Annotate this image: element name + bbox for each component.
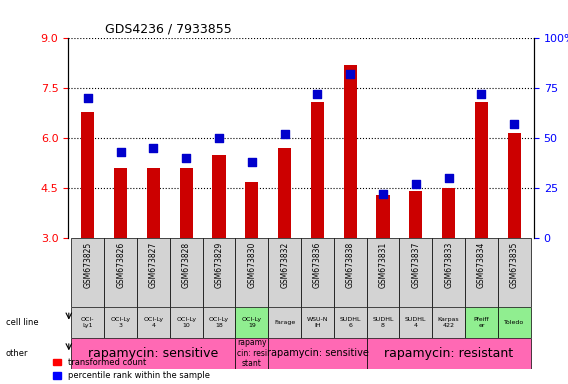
Bar [245, 182, 258, 238]
FancyBboxPatch shape [170, 307, 203, 338]
Bar [311, 102, 324, 238]
Text: GSM673838: GSM673838 [346, 242, 355, 288]
FancyBboxPatch shape [268, 307, 301, 338]
Text: GSM673826: GSM673826 [116, 242, 125, 288]
FancyBboxPatch shape [432, 238, 465, 307]
FancyBboxPatch shape [301, 238, 334, 307]
Bar [410, 192, 423, 238]
FancyBboxPatch shape [366, 307, 399, 338]
Text: GSM673834: GSM673834 [477, 242, 486, 288]
FancyBboxPatch shape [334, 307, 366, 338]
Text: GSM673830: GSM673830 [247, 242, 256, 288]
Point [477, 91, 486, 98]
FancyBboxPatch shape [366, 338, 531, 369]
Text: GSM673825: GSM673825 [83, 242, 93, 288]
Bar [179, 168, 193, 238]
Bar [442, 188, 455, 238]
FancyBboxPatch shape [72, 338, 236, 369]
FancyBboxPatch shape [137, 238, 170, 307]
Bar [212, 155, 225, 238]
Text: OCI-Ly
19: OCI-Ly 19 [242, 317, 262, 328]
FancyBboxPatch shape [203, 307, 236, 338]
Text: GSM673829: GSM673829 [215, 242, 224, 288]
Text: OCI-Ly
10: OCI-Ly 10 [176, 317, 197, 328]
Text: OCI-Ly
3: OCI-Ly 3 [111, 317, 131, 328]
Text: cell line: cell line [6, 318, 38, 327]
FancyBboxPatch shape [399, 238, 432, 307]
Bar [278, 148, 291, 238]
Text: GSM673837: GSM673837 [411, 242, 420, 288]
Point [83, 95, 93, 101]
FancyBboxPatch shape [301, 307, 334, 338]
FancyBboxPatch shape [334, 238, 366, 307]
Point [247, 159, 256, 165]
FancyBboxPatch shape [137, 307, 170, 338]
FancyBboxPatch shape [72, 307, 105, 338]
Bar [81, 112, 94, 238]
FancyBboxPatch shape [170, 238, 203, 307]
Text: Toledo: Toledo [504, 320, 524, 325]
Bar [147, 168, 160, 238]
FancyBboxPatch shape [268, 338, 366, 369]
Bar [344, 65, 357, 238]
Text: WSU-N
IH: WSU-N IH [307, 317, 328, 328]
FancyBboxPatch shape [236, 307, 268, 338]
FancyBboxPatch shape [105, 307, 137, 338]
Bar [508, 133, 521, 238]
FancyBboxPatch shape [498, 238, 531, 307]
Point [346, 71, 355, 78]
FancyBboxPatch shape [366, 238, 399, 307]
Text: GSM673827: GSM673827 [149, 242, 158, 288]
Text: GSM673836: GSM673836 [313, 242, 322, 288]
FancyBboxPatch shape [105, 238, 137, 307]
Legend: transformed count, percentile rank within the sample: transformed count, percentile rank withi… [49, 355, 213, 384]
FancyBboxPatch shape [236, 238, 268, 307]
Point [509, 121, 519, 127]
Text: rapamycin: sensitive: rapamycin: sensitive [266, 348, 369, 358]
Text: SUDHL
6: SUDHL 6 [340, 317, 361, 328]
FancyBboxPatch shape [268, 238, 301, 307]
Text: SUDHL
4: SUDHL 4 [405, 317, 427, 328]
Text: rapamycin: sensitive: rapamycin: sensitive [88, 347, 219, 360]
Point [116, 149, 125, 155]
Point [280, 131, 289, 137]
Point [215, 135, 224, 141]
Point [444, 175, 453, 181]
Text: Karpas
422: Karpas 422 [438, 317, 460, 328]
Text: rapamycin: resistant: rapamycin: resistant [384, 347, 513, 360]
Text: SUDHL
8: SUDHL 8 [372, 317, 394, 328]
Text: Farage: Farage [274, 320, 295, 325]
Point [378, 191, 387, 197]
Text: OCI-Ly
4: OCI-Ly 4 [143, 317, 164, 328]
Text: GSM673828: GSM673828 [182, 242, 191, 288]
FancyBboxPatch shape [399, 307, 432, 338]
Point [149, 145, 158, 151]
FancyBboxPatch shape [432, 307, 465, 338]
Text: OCI-
Ly1: OCI- Ly1 [81, 317, 95, 328]
FancyBboxPatch shape [465, 307, 498, 338]
Text: GSM673835: GSM673835 [509, 242, 519, 288]
Text: GSM673831: GSM673831 [378, 242, 387, 288]
Bar [475, 102, 488, 238]
Point [182, 155, 191, 161]
FancyBboxPatch shape [203, 238, 236, 307]
Text: GSM673832: GSM673832 [280, 242, 289, 288]
Point [411, 181, 420, 187]
Point [313, 91, 322, 98]
Text: other: other [6, 349, 28, 358]
FancyBboxPatch shape [236, 338, 268, 369]
Bar [377, 195, 390, 238]
Bar [114, 168, 127, 238]
Text: Pfeiff
er: Pfeiff er [474, 317, 489, 328]
Text: GDS4236 / 7933855: GDS4236 / 7933855 [106, 23, 232, 36]
FancyBboxPatch shape [72, 238, 105, 307]
FancyBboxPatch shape [498, 307, 531, 338]
Text: GSM673833: GSM673833 [444, 242, 453, 288]
Text: rapamy
cin: resi
stant: rapamy cin: resi stant [237, 338, 267, 368]
Text: OCI-Ly
18: OCI-Ly 18 [209, 317, 229, 328]
FancyBboxPatch shape [465, 238, 498, 307]
